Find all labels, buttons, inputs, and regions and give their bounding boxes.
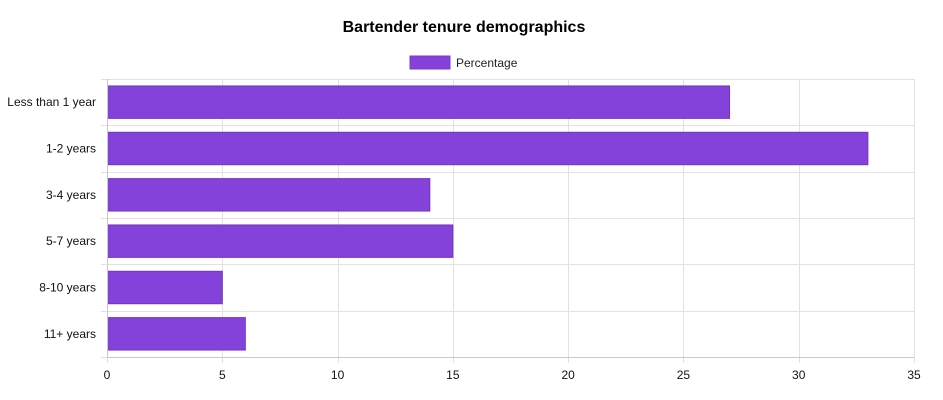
legend[interactable]: Percentage (409, 55, 518, 70)
bar (107, 131, 869, 166)
x-tick-label: 10 (331, 368, 345, 382)
bar (107, 270, 223, 305)
legend-label: Percentage (456, 56, 518, 70)
bar (107, 178, 431, 212)
y-tick-label: Less than 1 year (7, 95, 96, 109)
x-tick-label: 35 (907, 368, 921, 382)
bars (107, 85, 869, 351)
x-tick-label: 0 (104, 368, 111, 382)
y-axis-labels: Less than 1 year 1-2 years 3-4 years 5-7 ye… (7, 95, 96, 341)
y-tick-label: 3-4 years (46, 188, 96, 202)
x-axis-labels: 0 5 10 15 20 25 30 35 (104, 368, 921, 382)
x-tick-label: 20 (561, 368, 575, 382)
x-tick-label: 5 (219, 368, 226, 382)
bar (107, 85, 731, 119)
bar (107, 224, 454, 258)
x-tick-label: 30 (792, 368, 806, 382)
y-tick-label: 1-2 years (46, 142, 96, 156)
x-tick-label: 15 (446, 368, 460, 382)
y-tick-label: 8-10 years (39, 281, 96, 295)
grid (101, 79, 915, 363)
bar (107, 317, 246, 351)
x-tick-label: 25 (677, 368, 691, 382)
axes (107, 79, 914, 358)
legend-swatch (409, 55, 451, 70)
y-tick-label: 11+ years (44, 327, 96, 341)
y-tick-label: 5-7 years (46, 234, 96, 248)
chart-title: Bartender tenure demographics (343, 19, 586, 36)
